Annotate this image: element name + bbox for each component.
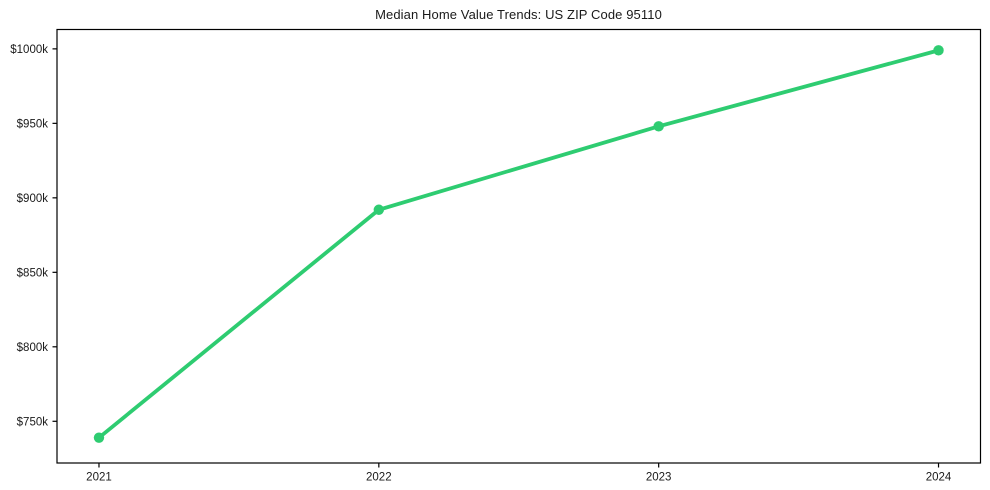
y-axis-tick-label: $900k (17, 193, 49, 205)
data-point-2022 (373, 204, 385, 215)
y-axis: $750k $800k $850k $900k $950k $1000k (10, 44, 57, 428)
data-point-2021 (93, 432, 105, 443)
x-axis-tick-label: 2024 (926, 472, 952, 484)
x-axis: 2021 2022 2023 2024 (86, 463, 952, 484)
y-axis-tick-label: $800k (17, 342, 49, 354)
data-points (93, 45, 944, 443)
chart-title: Median Home Value Trends: US ZIP Code 95… (375, 7, 662, 22)
y-axis-tick-label: $750k (17, 416, 49, 428)
y-axis-tick-label: $850k (17, 267, 49, 279)
data-point-2024 (933, 45, 944, 56)
plot-area (56, 28, 982, 464)
data-point-2023 (653, 121, 664, 132)
y-axis-tick-label: $950k (17, 118, 49, 130)
trend-line (97, 48, 941, 440)
x-axis-tick-label: 2021 (86, 472, 112, 484)
y-axis-tick-label: $1000k (10, 44, 48, 56)
x-axis-tick-label: 2022 (366, 472, 392, 484)
x-axis-tick-label: 2023 (646, 472, 672, 484)
